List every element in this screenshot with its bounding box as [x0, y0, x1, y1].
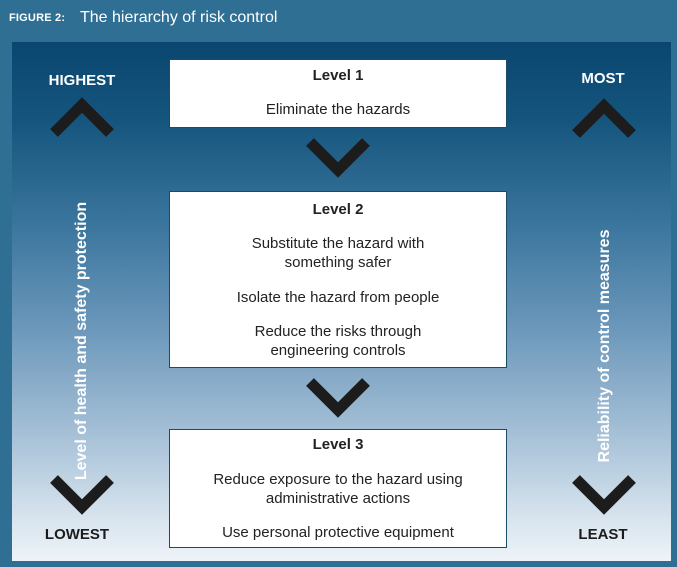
level-1-title: Level 1	[312, 67, 364, 84]
down-chevron-icon-right	[572, 475, 636, 515]
down-chevron-icon-1	[306, 138, 370, 178]
level-3-item: administrative actions	[265, 490, 411, 507]
left-axis-label: Level of health and safety protection	[73, 201, 90, 481]
level-2-item: engineering controls	[270, 342, 406, 359]
down-chevron-icon-2	[306, 378, 370, 418]
level-2-box: Level 2 Substitute the hazard with somet…	[169, 191, 507, 368]
level-2-item: something safer	[284, 254, 392, 271]
level-3-item: Reduce exposure to the hazard using	[213, 471, 463, 488]
level-1-box: Level 1 Eliminate the hazards	[169, 59, 507, 128]
right-axis-label: Reliability of control measures	[596, 229, 613, 463]
level-1-item: Eliminate the hazards	[265, 101, 411, 118]
left-scale-top: HIGHEST	[48, 72, 116, 89]
down-chevron-icon-left	[50, 475, 114, 515]
diagram-panel: HIGHEST Level of health and safety prote…	[12, 42, 671, 561]
right-scale-top: MOST	[581, 70, 625, 87]
figure-title: The hierarchy of risk control	[80, 9, 278, 26]
level-3-title: Level 3	[312, 436, 364, 453]
up-chevron-icon-left	[50, 97, 114, 137]
level-2-title: Level 2	[312, 201, 364, 218]
level-3-item: Use personal protective equipment	[222, 524, 454, 541]
level-2-item: Isolate the hazard from people	[236, 289, 440, 306]
level-2-item: Substitute the hazard with	[251, 235, 425, 252]
level-3-box: Level 3 Reduce exposure to the hazard us…	[169, 429, 507, 548]
level-2-item: Reduce the risks through	[254, 323, 422, 340]
up-chevron-icon-right	[572, 98, 636, 138]
figure-header: FIGURE 2: The hierarchy of risk control	[0, 0, 677, 40]
figure-label: FIGURE 2:	[9, 12, 66, 24]
right-scale-bottom: LEAST	[578, 526, 628, 543]
left-scale-bottom: LOWEST	[44, 526, 110, 543]
